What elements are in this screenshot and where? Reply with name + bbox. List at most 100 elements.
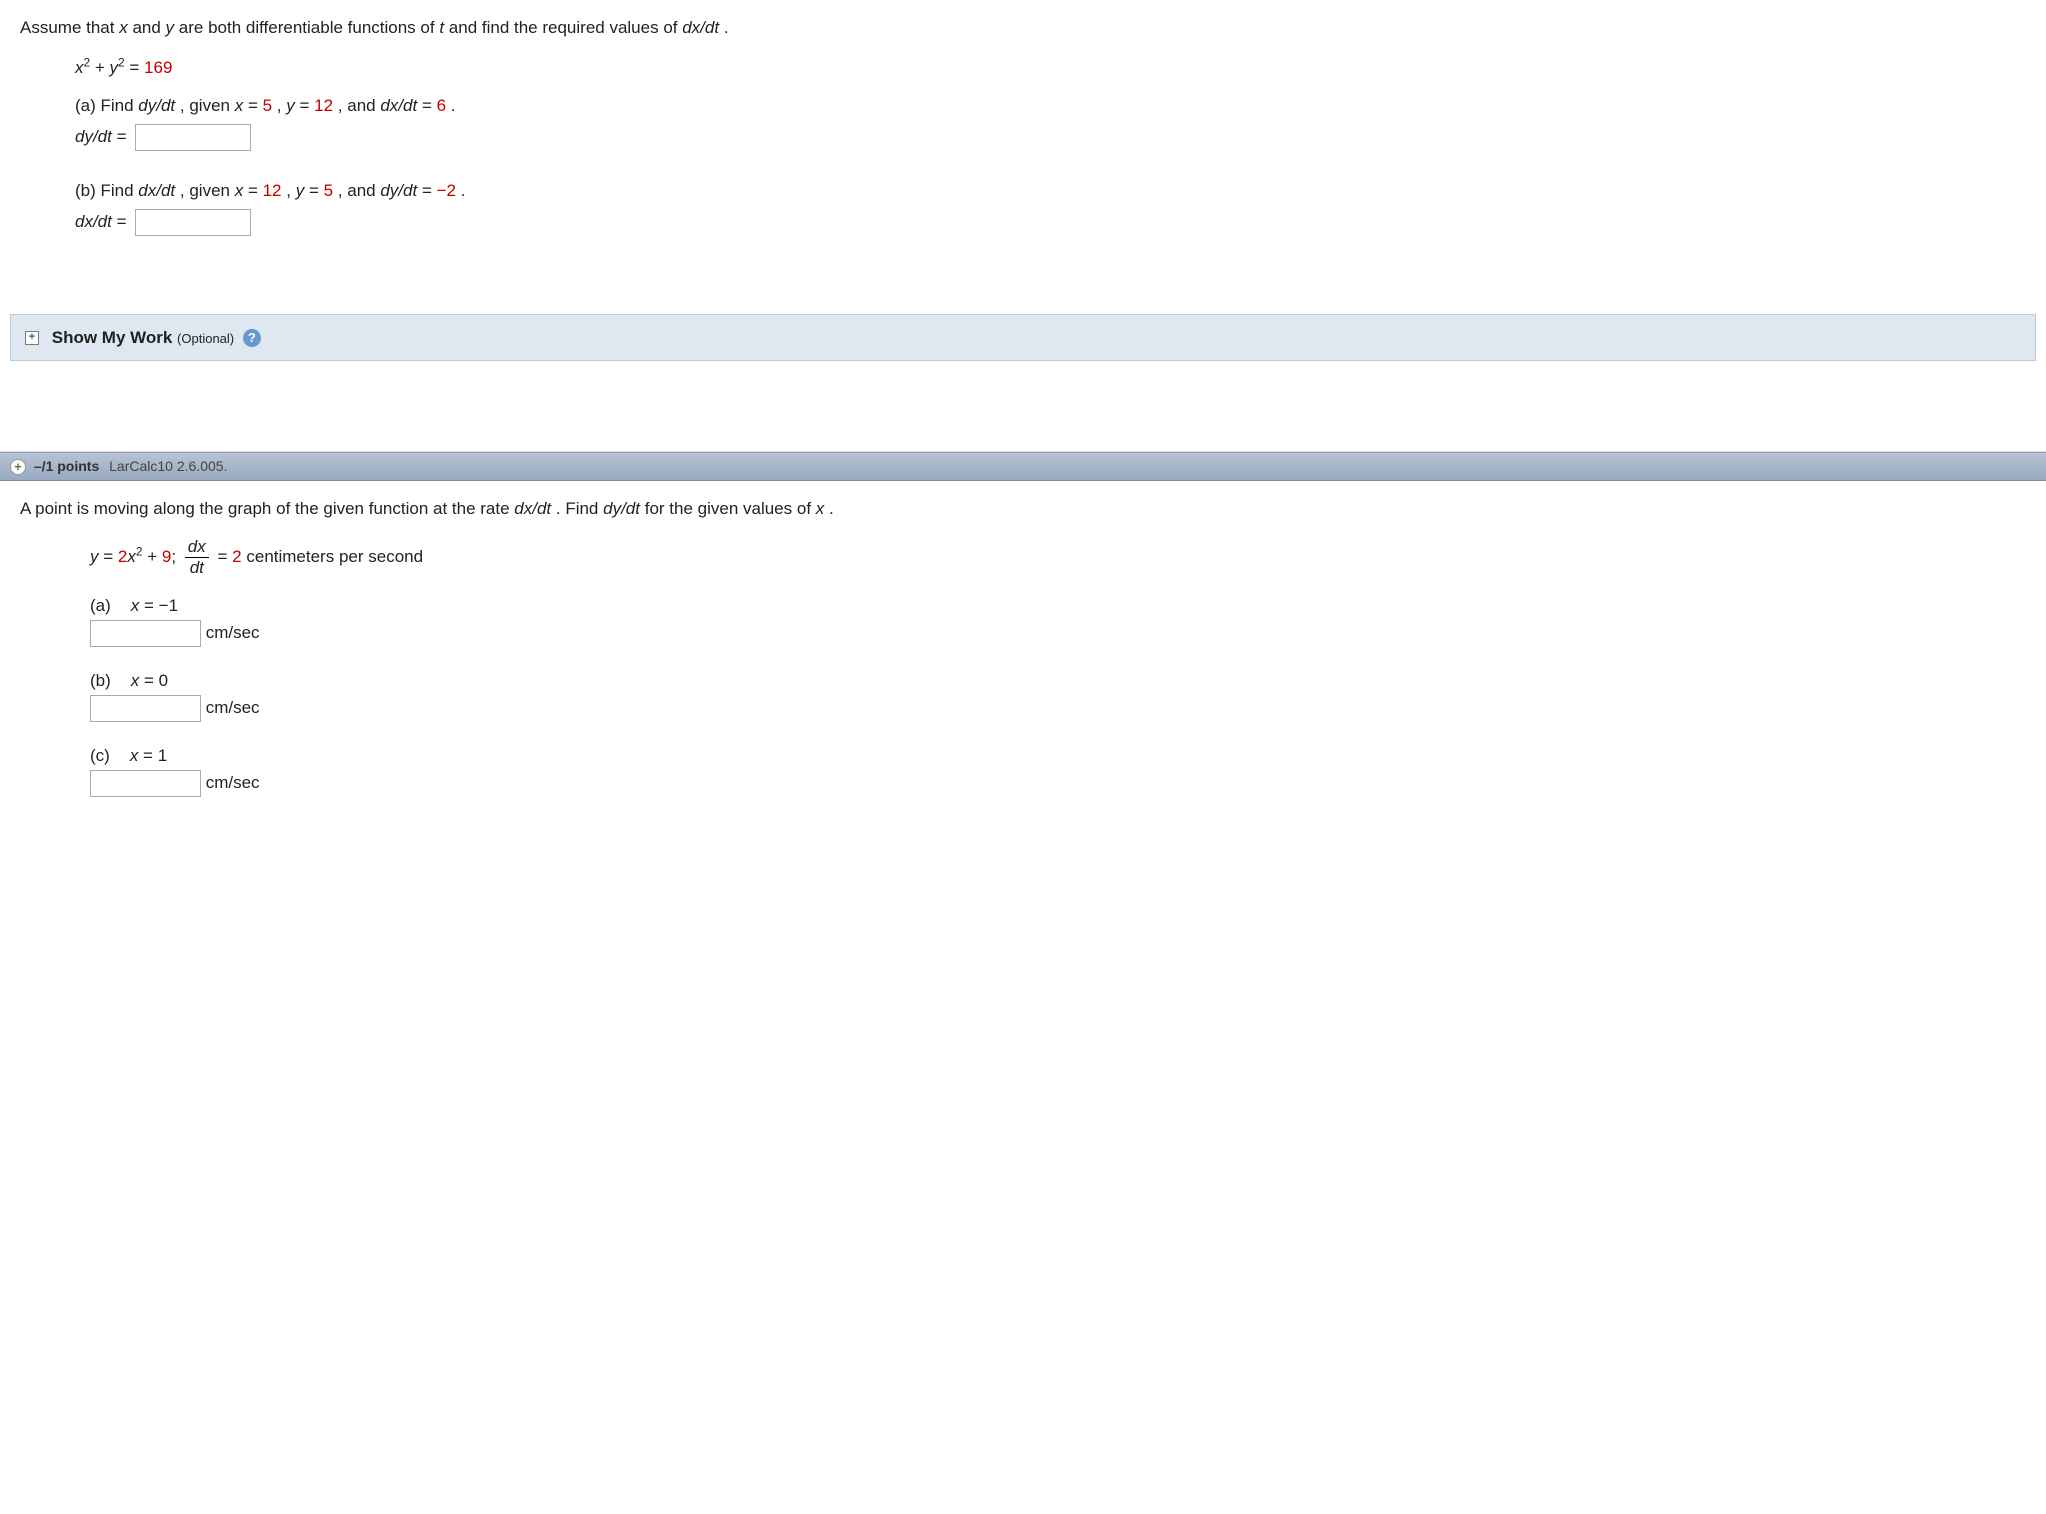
rval: 6 <box>437 96 446 115</box>
eq: = <box>117 212 132 231</box>
sup: 2 <box>84 55 91 69</box>
text: A point is moving along the graph of the… <box>20 499 514 518</box>
q1-part-a: (a) Find dy/dt , given x = 5 , y = 12 , … <box>75 96 2026 116</box>
show-my-work-title: Show My Work (Optional) <box>52 328 234 348</box>
dydt: dy/dt <box>138 96 175 115</box>
text: . <box>724 18 729 37</box>
unit: cm/sec <box>201 623 260 642</box>
part-label: (a) <box>90 596 111 615</box>
frac-den: dt <box>185 558 209 578</box>
eq-rhs: 169 <box>144 58 172 77</box>
rate-val: 2 <box>232 547 241 566</box>
text: . Find <box>556 499 603 518</box>
dxdt: dx/dt <box>138 181 175 200</box>
answer-input[interactable] <box>90 620 201 647</box>
var-y: y <box>166 18 175 37</box>
sup: 2 <box>136 544 143 558</box>
dxdt: dx/dt <box>514 499 551 518</box>
q2-part: (a) x = −1 cm/sec <box>90 596 2026 647</box>
question-2: A point is moving along the graph of the… <box>0 481 2046 851</box>
yval: 12 <box>314 96 333 115</box>
show-my-work-panel[interactable]: + Show My Work (Optional) ? <box>10 314 2036 361</box>
part-label-row: (c)x = 1 <box>90 746 2026 766</box>
part-answer-row: cm/sec <box>90 770 2026 797</box>
frac-num: dx <box>185 537 209 558</box>
answer-input-b[interactable] <box>135 209 251 236</box>
text: . <box>829 499 834 518</box>
coef: 2 <box>118 547 127 566</box>
var-x: x <box>119 18 128 37</box>
answer-input[interactable] <box>90 695 201 722</box>
eq: = <box>139 596 158 615</box>
xval: −1 <box>159 596 178 615</box>
x: x <box>131 596 140 615</box>
dydt-label: dy/dt <box>75 127 112 146</box>
q1-equation: x2 + y2 = 169 <box>75 58 2026 78</box>
rate-unit: centimeters per second <box>246 547 423 566</box>
period: . <box>451 96 456 115</box>
semi: ; <box>171 547 180 566</box>
eq: = <box>299 96 314 115</box>
text: , and <box>338 96 381 115</box>
eq: = <box>248 181 263 200</box>
text: and <box>132 18 165 37</box>
x: x <box>816 499 825 518</box>
text: , and <box>338 181 381 200</box>
xval: 1 <box>158 746 167 765</box>
part-label-row: (b) x = 0 <box>90 671 2026 691</box>
text: , given <box>180 96 235 115</box>
part-label: (c) <box>90 746 110 765</box>
xval: 12 <box>263 181 282 200</box>
fraction: dx dt <box>185 537 209 578</box>
text: Assume that <box>20 18 119 37</box>
eq: = <box>248 96 263 115</box>
eq: = <box>422 96 437 115</box>
dydt: dy/dt <box>603 499 640 518</box>
x: x <box>235 96 244 115</box>
eq: = <box>309 181 324 200</box>
help-icon[interactable]: ? <box>243 329 261 347</box>
title-text: Show My Work <box>52 328 177 347</box>
q1-part-b: (b) Find dx/dt , given x = 12 , y = 5 , … <box>75 181 2026 201</box>
dxdt-label: dx/dt <box>75 212 112 231</box>
points: –/1 points <box>34 458 99 474</box>
rval: −2 <box>437 181 456 200</box>
comma: , <box>277 96 286 115</box>
y: y <box>286 96 295 115</box>
eq: = <box>139 671 158 690</box>
xval: 0 <box>159 671 168 690</box>
x: x <box>127 547 136 566</box>
y: y <box>90 547 99 566</box>
period: . <box>461 181 466 200</box>
q1-part-b-answer: dx/dt = <box>75 209 2026 236</box>
label: (a) Find <box>75 96 138 115</box>
eq-y: y <box>110 58 119 77</box>
part-answer-row: cm/sec <box>90 695 2026 722</box>
answer-input-a[interactable] <box>135 124 251 151</box>
const: 9 <box>162 547 171 566</box>
eq: = <box>218 547 233 566</box>
expand-plus-icon[interactable]: + <box>10 459 26 475</box>
dxdt: dx/dt <box>380 96 417 115</box>
question-header: + –/1 points LarCalc10 2.6.005. <box>0 452 2046 481</box>
x: x <box>235 181 244 200</box>
dxdt: dx/dt <box>682 18 719 37</box>
text: are both differentiable functions of <box>179 18 440 37</box>
dydt: dy/dt <box>380 181 417 200</box>
eq-x: x <box>75 58 84 77</box>
q2-part: (b) x = 0 cm/sec <box>90 671 2026 722</box>
var-t: t <box>439 18 444 37</box>
part-label: (b) <box>90 671 111 690</box>
expand-icon[interactable]: + <box>25 331 39 345</box>
yval: 5 <box>324 181 333 200</box>
text: , given <box>180 181 235 200</box>
y: y <box>296 181 305 200</box>
part-answer-row: cm/sec <box>90 620 2026 647</box>
sup: 2 <box>118 55 125 69</box>
eq: = <box>129 58 144 77</box>
eq: = <box>422 181 437 200</box>
answer-input[interactable] <box>90 770 201 797</box>
x: x <box>131 671 140 690</box>
eq: = <box>103 547 118 566</box>
xval: 5 <box>263 96 272 115</box>
